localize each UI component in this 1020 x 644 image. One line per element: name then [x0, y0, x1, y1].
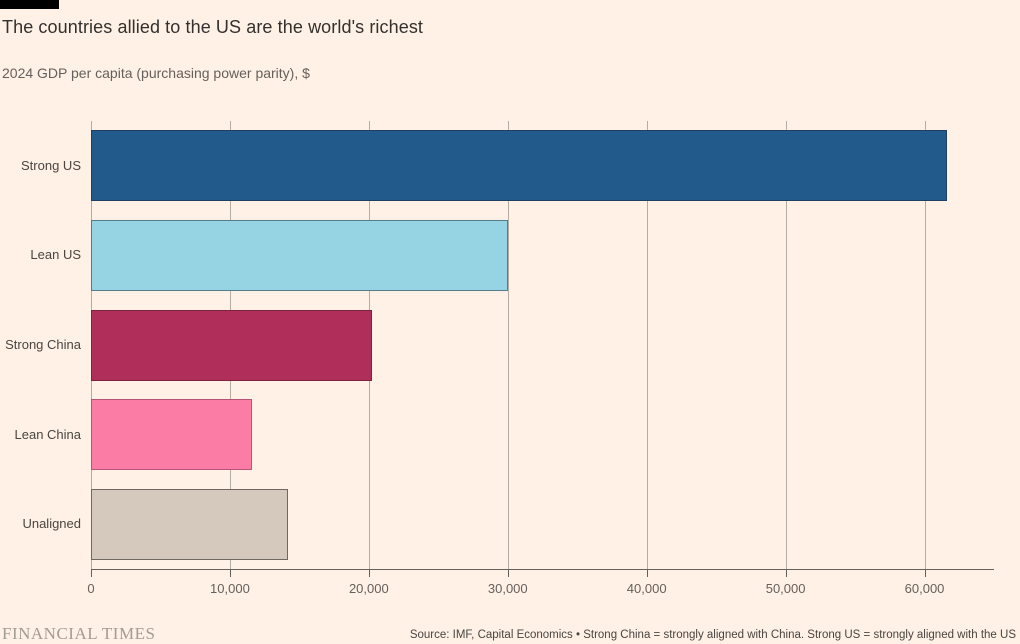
bar-strong-us: [91, 130, 947, 202]
category-label-strong-china: Strong China: [5, 337, 81, 352]
x-tick-label: 20,000: [348, 581, 389, 596]
chart-subtitle: 2024 GDP per capita (purchasing power pa…: [2, 65, 310, 81]
x-axis-tick: [924, 570, 926, 577]
x-gridline: [924, 121, 926, 569]
bar-lean-us: [91, 219, 508, 291]
x-axis-line: [91, 569, 994, 570]
x-axis-tick: [507, 570, 509, 577]
source-note: Source: IMF, Capital Economics • Strong …: [409, 629, 1016, 641]
x-gridline: [507, 121, 509, 569]
ft-tag-bar: [0, 0, 59, 9]
ft-logo: FINANCIAL TIMES: [2, 624, 156, 643]
x-tick-label: 10,000: [210, 581, 250, 596]
x-tick-label: 0: [87, 581, 95, 596]
x-axis-tick: [368, 570, 370, 577]
x-gridline: [785, 121, 787, 569]
x-axis-tick: [785, 570, 787, 577]
category-label-lean-us: Lean US: [30, 247, 81, 263]
x-gridline: [646, 121, 648, 569]
category-label-lean-china: Lean China: [14, 426, 82, 442]
x-axis-tick: [646, 570, 648, 577]
chart-title: The countries allied to the US are the w…: [2, 17, 424, 37]
x-tick-label: 50,000: [765, 581, 806, 596]
bar-lean-china: [91, 399, 252, 471]
bar-unaligned: [91, 488, 288, 560]
x-tick-label: 60,000: [904, 581, 945, 596]
category-label-unaligned: Unaligned: [22, 516, 81, 532]
bar-strong-china: [91, 309, 372, 381]
x-tick-label: 40,000: [626, 581, 667, 596]
category-label-strong-us: Strong US: [21, 157, 81, 173]
x-axis-tick: [91, 570, 92, 577]
x-tick-label: 30,000: [487, 581, 528, 596]
x-axis-tick: [229, 570, 231, 577]
